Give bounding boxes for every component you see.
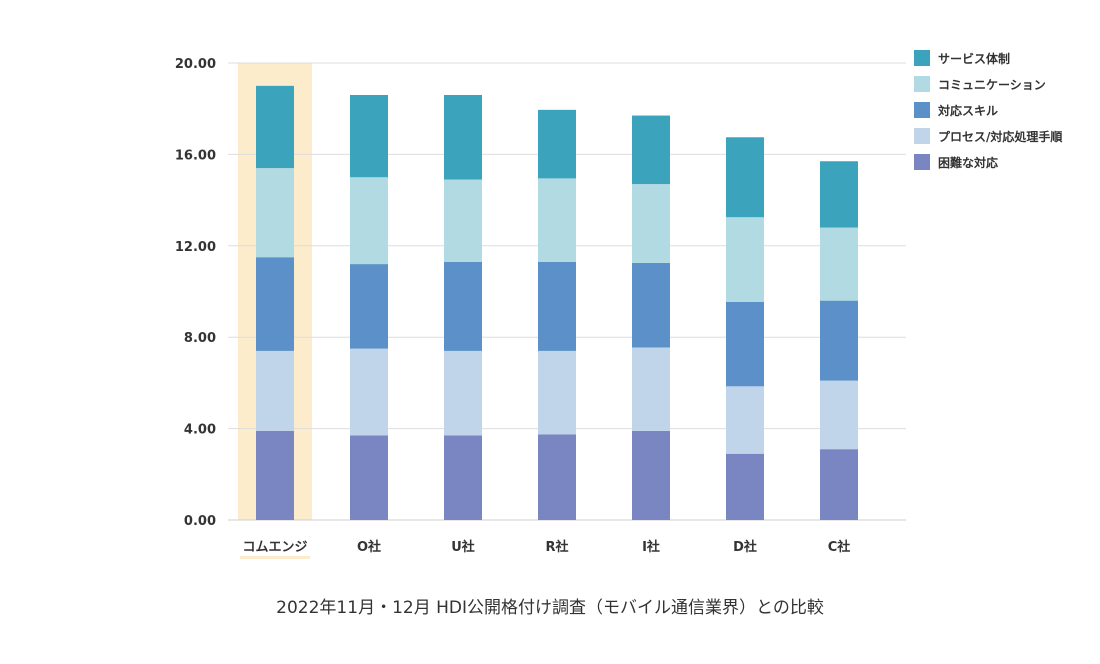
bar-segment bbox=[632, 262, 670, 348]
bar-segment bbox=[538, 178, 576, 262]
bar-segment bbox=[726, 453, 764, 520]
bar-segment bbox=[256, 350, 294, 431]
bar-segment bbox=[632, 115, 670, 185]
bar-segment bbox=[820, 227, 858, 301]
bar-segment bbox=[350, 435, 388, 520]
bar-segment bbox=[820, 300, 858, 381]
y-tick-label: 16.00 bbox=[175, 148, 216, 163]
y-tick-label: 20.00 bbox=[175, 57, 216, 72]
highlight-underline bbox=[240, 556, 310, 559]
bar-segment bbox=[820, 449, 858, 520]
bar-segment bbox=[350, 177, 388, 265]
bar-segment bbox=[444, 435, 482, 520]
bar-segment bbox=[256, 257, 294, 351]
legend-label: プロセス/対応処理手順 bbox=[938, 129, 1063, 144]
chart-caption: 2022年11月・12月 HDI公開格付け調査（モバイル通信業界）との比較 bbox=[276, 598, 824, 618]
bar-segment bbox=[632, 184, 670, 263]
legend-swatch bbox=[914, 154, 930, 170]
bar-segment bbox=[820, 161, 858, 228]
bar-segment bbox=[632, 430, 670, 520]
x-tick-label: I社 bbox=[642, 539, 660, 555]
legend-label: コミュニケーション bbox=[938, 78, 1046, 92]
bar-segment bbox=[538, 434, 576, 520]
bar-segment bbox=[350, 264, 388, 349]
y-tick-label: 12.00 bbox=[175, 240, 216, 255]
x-tick-label: R社 bbox=[545, 539, 568, 555]
x-tick-label: D社 bbox=[733, 539, 757, 555]
bar-segment bbox=[444, 350, 482, 436]
legend-swatch bbox=[914, 76, 930, 92]
x-tick-label: O社 bbox=[357, 539, 381, 555]
bar-segment bbox=[538, 109, 576, 179]
x-tick-label: U社 bbox=[451, 539, 475, 555]
bar-segment bbox=[256, 168, 294, 258]
bar-segment bbox=[726, 301, 764, 387]
legend-swatch bbox=[914, 128, 930, 144]
bar-segment bbox=[350, 348, 388, 436]
legend-swatch bbox=[914, 102, 930, 118]
bar-segment bbox=[632, 347, 670, 431]
bar-segment bbox=[726, 386, 764, 454]
bar-segment bbox=[444, 261, 482, 351]
bar-segment bbox=[444, 94, 482, 180]
bar-segment bbox=[350, 94, 388, 178]
bar-segment bbox=[820, 380, 858, 450]
y-tick-label: 8.00 bbox=[184, 331, 216, 346]
bar-segment bbox=[444, 179, 482, 262]
x-tick-label: コムエンジ bbox=[242, 540, 307, 555]
bar-segment bbox=[726, 217, 764, 302]
bar-segment bbox=[256, 430, 294, 520]
legend-label: 困難な対応 bbox=[938, 155, 998, 170]
bar-segment bbox=[726, 137, 764, 218]
bar-segment bbox=[538, 261, 576, 351]
legend-swatch bbox=[914, 50, 930, 66]
x-tick-label: C社 bbox=[828, 539, 851, 555]
y-tick-label: 0.00 bbox=[184, 514, 216, 529]
legend-label: サービス体制 bbox=[938, 51, 1010, 66]
y-tick-label: 4.00 bbox=[184, 423, 216, 438]
legend-label: 対応スキル bbox=[937, 103, 998, 118]
bar-segment bbox=[538, 350, 576, 435]
bar-segment bbox=[256, 85, 294, 169]
